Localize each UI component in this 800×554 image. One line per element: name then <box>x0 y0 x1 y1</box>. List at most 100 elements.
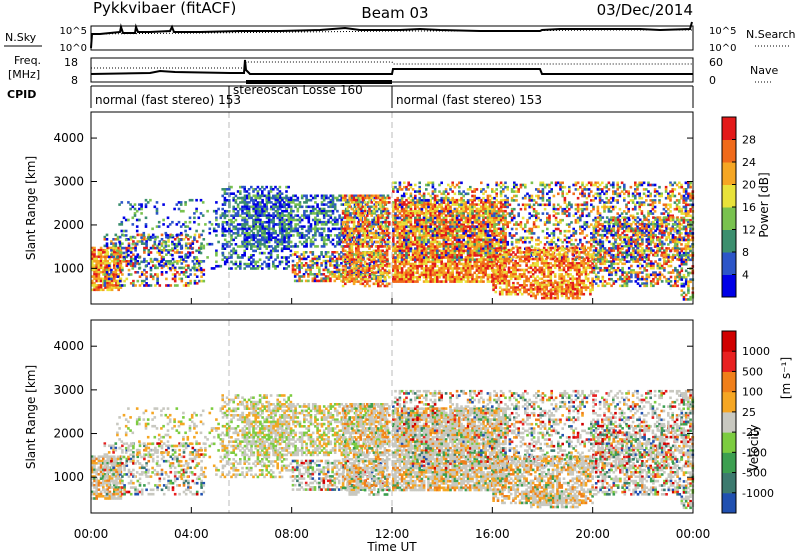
heatmap-cell <box>254 216 258 220</box>
heatmap-cell <box>359 214 362 217</box>
heatmap-cell <box>206 242 209 246</box>
heatmap-cell <box>464 271 468 275</box>
heatmap-cell <box>221 242 225 246</box>
heatmap-cell <box>355 240 359 244</box>
heatmap-cell <box>405 262 408 266</box>
heatmap-cell <box>335 262 339 265</box>
heatmap-cell <box>403 273 406 277</box>
heatmap-cell <box>409 247 413 251</box>
heatmap-cell <box>287 196 290 200</box>
heatmap-cell <box>486 260 490 264</box>
heatmap-cell <box>422 260 426 264</box>
heatmap-cell <box>366 234 369 237</box>
heatmap-cell <box>350 242 354 246</box>
heatmap-cell <box>502 223 505 226</box>
heatmap-cell <box>396 229 399 233</box>
heatmap-cell <box>313 275 317 278</box>
heatmap-cell <box>370 260 373 264</box>
heatmap-cell <box>278 218 282 222</box>
heatmap-cell <box>298 266 301 269</box>
heatmap-cell <box>348 262 352 265</box>
heatmap-cell <box>245 245 249 248</box>
heatmap-cell <box>366 194 369 198</box>
heatmap-cell <box>104 264 107 267</box>
heatmap-cell <box>331 201 335 204</box>
heatmap-cell <box>363 216 367 220</box>
heatmap-cell <box>464 267 468 270</box>
heatmap-cell <box>121 266 124 270</box>
heatmap-cell <box>403 238 406 242</box>
heatmap-cell <box>398 216 402 220</box>
heatmap-cell <box>178 255 181 259</box>
heatmap-cell <box>398 256 402 259</box>
heatmap-cell <box>366 245 369 248</box>
heatmap-cell <box>486 249 490 253</box>
heatmap-cell <box>93 284 96 287</box>
heatmap-cell <box>488 236 492 239</box>
heatmap-cell <box>191 242 195 245</box>
heatmap-cell <box>411 262 415 266</box>
heatmap-cell <box>444 207 448 211</box>
heatmap-cell <box>495 242 498 246</box>
heatmap-cell <box>352 201 356 204</box>
heatmap-cell <box>311 207 315 211</box>
heatmap-cell <box>388 223 391 226</box>
heatmap-cell <box>269 254 273 257</box>
heatmap-cell <box>497 212 501 215</box>
heatmap-cell <box>493 207 496 211</box>
heatmap-cell <box>256 245 260 248</box>
heatmap-cell <box>140 260 143 264</box>
heatmap-cell <box>471 273 474 277</box>
heatmap-cell <box>427 238 430 242</box>
heatmap-cell <box>392 253 395 257</box>
heatmap-cell <box>352 220 356 224</box>
heatmap-cell <box>407 273 410 277</box>
heatmap-cell <box>358 242 361 246</box>
heatmap-cell <box>93 270 96 274</box>
heatmap-cell <box>471 229 474 233</box>
heatmap-cell <box>274 265 277 268</box>
heatmap-cell <box>499 269 503 272</box>
heatmap-cell <box>403 223 406 226</box>
heatmap-cell <box>411 240 415 244</box>
heatmap-cell <box>198 279 201 283</box>
heatmap-cell <box>440 181 443 185</box>
heatmap-cell <box>379 214 382 217</box>
heatmap-cell <box>91 284 94 287</box>
heatmap-cell <box>355 256 358 259</box>
heatmap-cell <box>254 214 257 217</box>
heatmap-cell <box>425 258 428 262</box>
heatmap-cell <box>379 253 382 257</box>
heatmap-cell <box>256 247 260 250</box>
heatmap-cell <box>352 231 356 235</box>
heatmap-cell <box>289 220 293 224</box>
heatmap-cell <box>431 280 435 283</box>
heatmap-cell <box>272 194 275 198</box>
heatmap-cell <box>265 201 269 204</box>
heatmap-cell <box>292 234 295 237</box>
heatmap-cell <box>287 236 291 239</box>
heatmap-cell <box>427 247 430 251</box>
heatmap-cell <box>436 205 439 209</box>
heatmap-cell <box>263 227 267 231</box>
heatmap-cell <box>173 238 177 241</box>
heatmap-cell <box>379 280 382 283</box>
heatmap-cell <box>385 201 389 204</box>
heatmap-cell <box>296 229 300 233</box>
heatmap-cell <box>313 279 317 283</box>
heatmap-cell <box>449 260 452 264</box>
heatmap-cell <box>337 275 341 278</box>
heatmap-cell <box>405 280 408 283</box>
heatmap-cell <box>184 284 188 287</box>
heatmap-cell <box>320 203 324 206</box>
heatmap-cell <box>160 244 164 248</box>
heatmap-cell <box>431 267 435 270</box>
heatmap-cell <box>261 220 264 224</box>
heatmap-cell <box>287 247 290 250</box>
heatmap-cell <box>353 214 357 217</box>
heatmap-cell <box>102 262 105 265</box>
heatmap-cell <box>480 223 483 226</box>
heatmap-cell <box>104 257 107 261</box>
heatmap-cell <box>106 281 109 285</box>
heatmap-cell <box>400 232 404 235</box>
